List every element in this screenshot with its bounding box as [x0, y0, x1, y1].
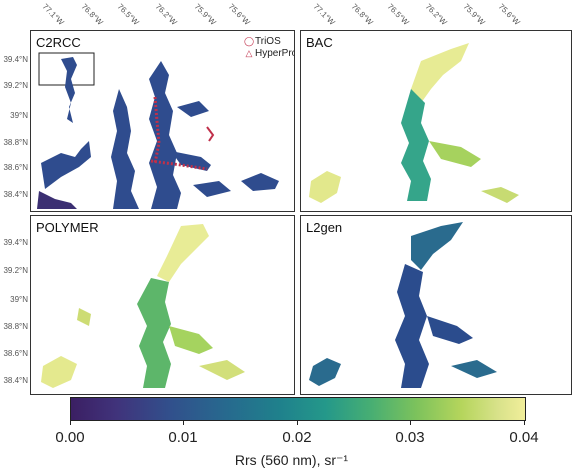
lat-label: 38.8°N — [3, 322, 28, 331]
colorbar-tick — [297, 420, 298, 425]
lon-label: 77.1°W — [40, 2, 66, 27]
water-map-l2gen — [309, 222, 497, 388]
colorbar-tick-label: 0.04 — [509, 429, 539, 446]
lat-label: 39.4°N — [3, 55, 28, 64]
water-map-bac — [309, 43, 519, 203]
lat-label: 39.4°N — [3, 238, 28, 247]
lat-label: 39°N — [10, 295, 28, 304]
colorbar-tick-label: 0.01 — [168, 429, 198, 446]
lat-label: 38.6°N — [3, 163, 28, 172]
lon-label: 76.5°W — [385, 2, 411, 27]
lon-label: 76.2°W — [423, 2, 449, 27]
lon-label: 77.1°W — [311, 2, 337, 27]
lon-label: 75.6°W — [496, 2, 522, 27]
lon-label: 76.5°W — [115, 2, 141, 27]
water-map-c2rcc — [37, 52, 279, 209]
map-panel-l2gen: L2gen — [300, 215, 572, 395]
legend-label-trios: TriOS — [255, 35, 281, 47]
lon-label: 75.9°W — [461, 2, 487, 27]
lat-label: 38.4°N — [3, 376, 28, 385]
colorbar-title: Rrs (560 nm), sr⁻¹ — [234, 452, 349, 468]
map-panel-bac: BAC — [300, 30, 572, 212]
lat-label: 39°N — [10, 111, 28, 120]
panel-label: POLYMER — [36, 220, 99, 235]
colorbar-tick — [524, 420, 525, 425]
panel-label: L2gen — [306, 220, 343, 235]
colorbar-tick — [410, 420, 411, 425]
lat-label: 38.6°N — [3, 349, 28, 358]
colorbar-tick-label: 0.03 — [395, 429, 425, 446]
lat-label: 38.4°N — [3, 190, 28, 199]
colorbar-tick-label: 0.00 — [55, 429, 85, 446]
lon-label: 75.6°W — [226, 2, 252, 27]
lon-label: 75.9°W — [192, 2, 218, 27]
map-panel-polymer: POLYMER — [30, 215, 295, 395]
map-panel-c2rcc: C2RCC ◯ TriOS △ HyperPro — [30, 30, 295, 212]
triangle-marker-icon: △ — [245, 47, 253, 58]
lon-label: 76.8°W — [349, 2, 375, 27]
lat-label: 38.8°N — [3, 138, 28, 147]
water-map-polymer — [41, 224, 245, 388]
lon-label: 76.8°W — [79, 2, 105, 27]
lat-label: 39.2°N — [3, 266, 28, 275]
colorbar-tick — [70, 420, 71, 425]
colorbar — [70, 397, 526, 421]
panel-label: C2RCC — [36, 35, 81, 50]
lat-label: 39.2°N — [3, 81, 28, 90]
panel-label: BAC — [306, 35, 333, 50]
colorbar-tick — [183, 420, 184, 425]
circle-marker-icon: ◯ — [243, 35, 255, 46]
legend-label-hyperpro: HyperPro — [255, 47, 295, 59]
colorbar-tick-label: 0.02 — [282, 429, 312, 446]
map-legend: ◯ TriOS △ HyperPro — [243, 35, 295, 59]
lon-label: 76.2°W — [153, 2, 179, 27]
